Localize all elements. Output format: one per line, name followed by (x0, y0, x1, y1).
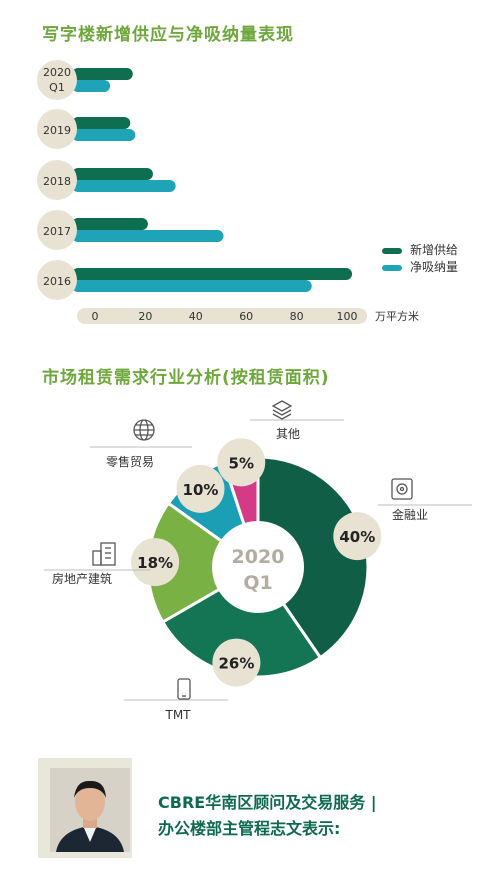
layers-icon (271, 400, 293, 420)
supply-bar (72, 268, 353, 280)
absorption-bar (72, 280, 312, 292)
year-label: 2019 (43, 124, 71, 137)
safe-icon (391, 478, 413, 500)
x-axis-bar (77, 308, 367, 324)
supply-bar (72, 117, 131, 129)
slice-label: 其他 (276, 427, 300, 441)
quote-text: CBRE华南区顾问及交易服务 | 办公楼部主管程志文表示: (158, 790, 377, 842)
x-tick-label: 20 (138, 310, 152, 323)
year-label: Q1 (49, 81, 65, 94)
quote-line-1: CBRE华南区顾问及交易服务 | (158, 793, 377, 812)
legend-label: 净吸纳量 (410, 260, 458, 274)
pct-label: 5% (229, 454, 254, 472)
unit-label: 万平方米 (375, 309, 419, 323)
bar-chart-title: 写字楼新增供应与净吸纳量表现 (42, 25, 294, 45)
year-badge (37, 109, 77, 149)
pie-center (212, 521, 304, 613)
building-icon (92, 542, 116, 566)
pie-center-label: 2020 (232, 546, 285, 568)
absorption-bar (72, 230, 224, 242)
pct-badge (176, 464, 225, 513)
supply-bar (72, 68, 133, 80)
portrait-photo (50, 768, 130, 852)
pct-label: 10% (183, 481, 219, 499)
slice-label: 零售贸易 (106, 454, 154, 469)
x-tick-label: 100 (337, 310, 358, 323)
pct-label: 40% (339, 528, 375, 546)
legend-swatch (382, 248, 402, 254)
absorption-bar (72, 129, 136, 141)
slice-label: 房地产建筑 (52, 571, 112, 586)
x-tick-label: 60 (239, 310, 253, 323)
legend-swatch (382, 265, 402, 271)
year-badge (37, 60, 77, 100)
pie-chart-title: 市场租赁需求行业分析(按租赁面积) (42, 368, 330, 388)
supply-bar (72, 168, 153, 180)
slice-label: 金融业 (392, 507, 428, 522)
quote-line-2: 办公楼部主管程志文表示: (158, 819, 341, 838)
year-label: 2016 (43, 275, 71, 288)
pct-badge (131, 538, 180, 587)
slice-label: TMT (164, 708, 191, 722)
pct-label: 18% (137, 554, 173, 572)
year-badge (37, 210, 77, 250)
pct-badge (217, 438, 266, 487)
pct-badge (333, 512, 382, 561)
x-tick-label: 80 (290, 310, 304, 323)
year-badge (37, 160, 77, 200)
absorption-bar (72, 180, 176, 192)
x-tick-label: 40 (189, 310, 203, 323)
year-badge (37, 260, 77, 300)
absorption-bar (72, 80, 111, 92)
pct-label: 26% (218, 655, 254, 673)
phone-icon (177, 678, 191, 700)
supply-bar (72, 218, 148, 230)
globe-icon (133, 419, 155, 441)
pie-center-label: Q1 (243, 572, 272, 594)
pct-badge (212, 638, 261, 687)
x-tick-label: 0 (92, 310, 99, 323)
year-label: 2017 (43, 225, 71, 238)
year-label: 2018 (43, 175, 71, 188)
legend-label: 新增供给 (410, 242, 458, 257)
year-label: 2020 (43, 66, 71, 79)
